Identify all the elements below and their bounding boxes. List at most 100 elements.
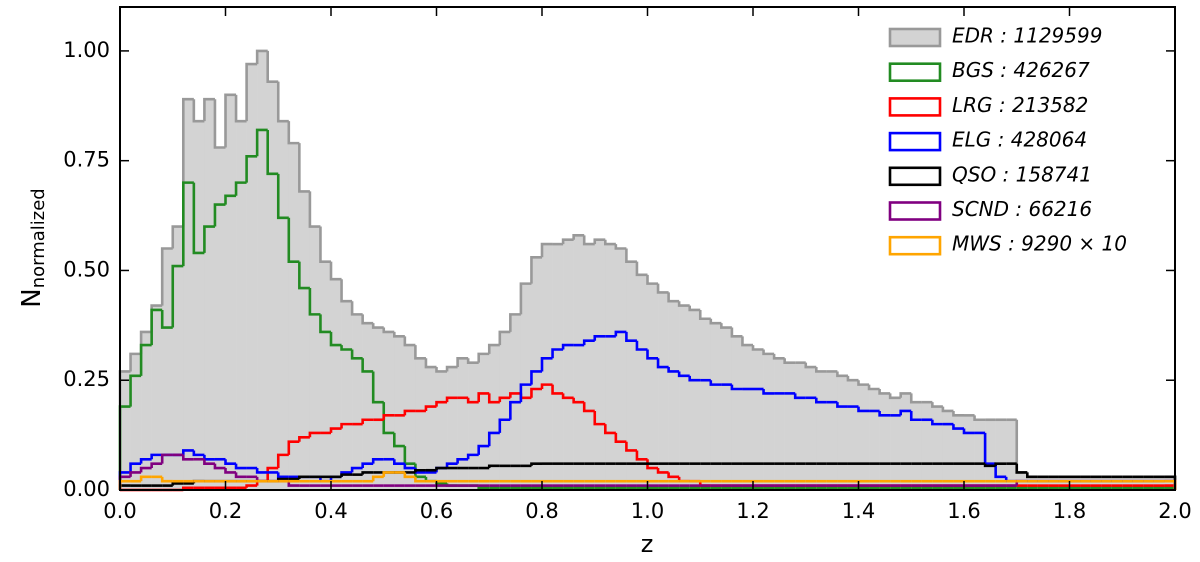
histogram-bin-fill (552, 244, 564, 490)
histogram-step (276, 453, 289, 469)
histogram-step (340, 279, 353, 303)
x-tick-label: 0.4 (314, 499, 347, 523)
histogram-bin-fill (826, 371, 838, 490)
histogram-bin-fill (1080, 476, 1091, 490)
histogram-step (604, 239, 616, 246)
histogram-bin-fill (615, 248, 627, 490)
histogram-step (393, 432, 405, 448)
histogram-bin-fill (468, 362, 479, 490)
histogram-step (519, 383, 532, 403)
histogram-bin-fill (162, 248, 174, 490)
histogram-step (287, 481, 300, 487)
histogram-bin-fill (837, 375, 849, 490)
histogram-step (625, 248, 637, 263)
histogram-step (867, 384, 880, 391)
histogram-step (941, 406, 954, 413)
y-axis-label-subscript: normalized (28, 188, 49, 288)
x-tick-label: 1.8 (1053, 499, 1086, 523)
histogram-bin-fill (710, 323, 722, 490)
histogram-bin-fill (478, 353, 490, 490)
histogram-step (667, 367, 680, 373)
histogram-step (646, 349, 659, 360)
histogram-step (477, 352, 490, 363)
histogram-bin-fill (1111, 476, 1123, 490)
y-tick-label: 0.00 (63, 477, 110, 501)
histogram-step (762, 389, 775, 395)
histogram-step (477, 392, 490, 403)
histogram-step (836, 402, 848, 408)
histogram-bin-fill (542, 244, 553, 490)
histogram-step (656, 468, 669, 474)
histogram-bin-fill (964, 415, 975, 490)
legend-swatch (888, 201, 942, 221)
histogram-step (836, 371, 848, 378)
histogram-step (656, 283, 669, 294)
histogram-bin-fill (204, 99, 216, 490)
x-tick-label: 1.2 (736, 499, 769, 523)
histogram-step (150, 462, 163, 469)
histogram-step (857, 380, 870, 386)
histogram-step (445, 396, 458, 403)
histogram-step (952, 424, 964, 430)
histogram-step (582, 339, 595, 346)
histogram-step (308, 288, 321, 316)
histogram-step (846, 375, 859, 382)
x-tick-label: 1.6 (947, 499, 980, 523)
histogram-step (329, 261, 342, 281)
histogram-step (192, 450, 205, 457)
x-tick-label: 0.6 (420, 499, 453, 523)
histogram-bin-fill (900, 393, 912, 490)
y-tick-label: 0.50 (63, 257, 110, 281)
histogram-bin-fill (605, 244, 617, 490)
histogram-step (677, 371, 690, 378)
histogram-step (730, 327, 743, 338)
histogram-step (498, 330, 511, 346)
histogram-step (994, 463, 1007, 479)
histogram-step (709, 318, 722, 325)
legend-label: QSO : 158741 (952, 162, 1092, 186)
legend-label: MWS : 9290 × 10 (952, 232, 1127, 256)
histogram-step (393, 331, 405, 338)
histogram-step (751, 345, 764, 351)
histogram-step (213, 463, 226, 470)
histogram-step (213, 99, 226, 149)
histogram-bin-fill (299, 191, 311, 490)
histogram-step (509, 400, 521, 420)
histogram-bin-fill (721, 327, 733, 490)
histogram-step (371, 371, 384, 404)
histogram-step (319, 314, 331, 334)
histogram-step (266, 50, 279, 83)
histogram-step (1026, 472, 1038, 479)
histogram-bin-fill (573, 235, 585, 490)
histogram-bin-fill (1090, 476, 1102, 490)
histogram-step (498, 418, 511, 433)
histogram-step (540, 242, 553, 258)
histogram-step (466, 358, 479, 364)
histogram-step (466, 453, 479, 460)
histogram-bin-fill (373, 327, 385, 490)
legend-label: LRG : 213582 (952, 93, 1088, 117)
histogram-bin-fill (1058, 476, 1070, 490)
histogram-step (329, 331, 342, 347)
histogram-step (804, 362, 817, 369)
histogram-bin-fill (320, 261, 332, 490)
histogram-bin-fill (626, 261, 638, 490)
histogram-step (445, 462, 458, 469)
histogram-step (772, 353, 785, 360)
histogram-step (709, 380, 722, 386)
histogram-bin-fill (1027, 476, 1039, 490)
legend-swatch (888, 62, 942, 83)
histogram-bin-fill (352, 314, 363, 490)
histogram-step (287, 217, 300, 263)
histogram-step (308, 191, 321, 228)
histogram-step (667, 292, 680, 303)
histogram-bin-fill (214, 147, 226, 490)
histogram-step (182, 181, 194, 267)
histogram-step (361, 358, 374, 373)
histogram-step (909, 410, 922, 422)
histogram-bin-fill (415, 358, 427, 490)
histogram-step (340, 345, 353, 351)
histogram-bin-fill (436, 371, 448, 490)
histogram-step (266, 129, 279, 176)
histogram-step (340, 422, 353, 429)
